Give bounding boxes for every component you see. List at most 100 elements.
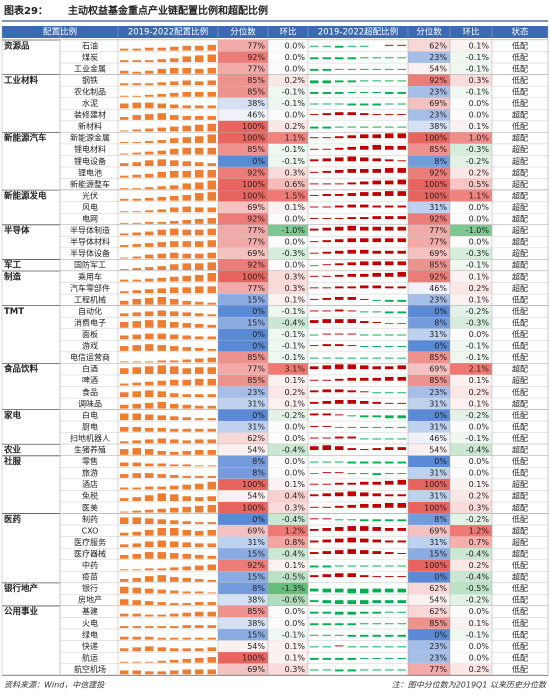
- overweight-bar: [397, 91, 406, 94]
- pct-cell: [408, 259, 450, 271]
- overweight-bar: [372, 144, 381, 150]
- chg-cell: [450, 386, 492, 399]
- overweight-bar: [310, 366, 319, 370]
- overweight-bar: [335, 400, 344, 404]
- overweight-bar: [322, 389, 331, 393]
- percentile: 85%: [247, 376, 265, 385]
- change: 0.1%: [469, 41, 490, 50]
- percentile: 8%: [252, 457, 265, 466]
- alloc-bar: [170, 58, 179, 63]
- alloc-bar: [132, 279, 141, 282]
- overweight-bar: [385, 600, 394, 604]
- overweight-bar: [372, 473, 381, 476]
- percentile: 0%: [434, 342, 447, 351]
- alloc-bar: [157, 401, 166, 409]
- overweight-bar: [372, 299, 381, 301]
- alloc-bar: [182, 359, 191, 363]
- alloc-bar: [195, 323, 204, 328]
- overweight-bar: [372, 322, 381, 323]
- industry: 水泥: [82, 98, 98, 108]
- chg-cell: [450, 201, 492, 214]
- alloc-bar: [120, 474, 129, 478]
- percentile: 0%: [434, 411, 447, 420]
- chg-cell: [450, 40, 492, 52]
- percentile: 92%: [247, 261, 265, 270]
- alloc-bar: [132, 268, 141, 270]
- overweight-bar: [347, 364, 356, 370]
- percentile: 77%: [429, 226, 447, 235]
- change: -0.6%: [282, 596, 306, 605]
- alloc-bar: [145, 173, 154, 178]
- overweight-bar: [360, 538, 369, 543]
- alloc-bar: [207, 602, 216, 605]
- industry: 面板: [82, 329, 98, 339]
- alloc-bar: [195, 543, 204, 548]
- chg-cell: [268, 594, 308, 606]
- industry: 中药: [82, 560, 98, 570]
- industry: 快递: [82, 641, 98, 651]
- alloc-bar: [157, 508, 166, 513]
- alloc-bar: [157, 345, 166, 351]
- alloc-bar: [157, 647, 166, 652]
- pct-cell: [218, 409, 268, 422]
- percentile: 46%: [429, 434, 447, 443]
- pct-cell: [408, 74, 450, 87]
- alloc-bar: [120, 163, 129, 167]
- alloc-bar: [132, 244, 141, 247]
- alloc-bar: [120, 188, 129, 190]
- change: 0.0%: [285, 238, 306, 247]
- change: 0.1%: [469, 295, 490, 304]
- chg-cell: [268, 363, 308, 375]
- overweight-bar: [397, 657, 406, 659]
- overweight-bar: [385, 126, 394, 128]
- alloc-bar: [195, 625, 204, 629]
- alloc-bar: [182, 450, 191, 455]
- overweight-bar: [385, 480, 394, 485]
- chg-cell: [268, 374, 308, 387]
- change: 0.0%: [285, 619, 306, 628]
- overweight-bar: [310, 45, 319, 47]
- alloc-bar: [157, 602, 166, 605]
- change: 0.1%: [285, 376, 306, 385]
- alloc-bar: [132, 517, 141, 525]
- change: 3.1%: [285, 365, 306, 374]
- change: 0.1%: [285, 561, 306, 570]
- percentile: 69%: [247, 526, 265, 535]
- alloc-bar: [182, 578, 191, 582]
- alloc-bar: [120, 599, 129, 605]
- overweight-bar: [310, 148, 319, 150]
- overweight-bar: [310, 298, 319, 300]
- alloc-bar: [145, 221, 154, 224]
- alloc-bar: [120, 613, 129, 617]
- overweight-bar: [310, 171, 319, 173]
- overweight-bar: [310, 287, 319, 289]
- pct-cell: [218, 652, 268, 664]
- overweight-bar: [397, 357, 406, 359]
- overweight-bar: [347, 238, 356, 243]
- column-header: 环比: [279, 27, 296, 38]
- change: -0.3%: [466, 249, 490, 258]
- alloc-bar: [120, 544, 129, 548]
- pct-cell: [408, 490, 450, 502]
- alloc-bar: [170, 311, 179, 317]
- sector-label: 新能源汽车: [4, 133, 47, 144]
- alloc-bar: [170, 403, 179, 409]
- chg-cell: [268, 120, 308, 133]
- status: 低配: [512, 514, 528, 524]
- change: 1.2%: [469, 526, 490, 535]
- alloc-bar: [182, 658, 191, 663]
- overweight-bar: [347, 310, 356, 312]
- chg-cell: [268, 617, 308, 630]
- chg-cell: [268, 317, 308, 329]
- pct-cell: [408, 525, 450, 537]
- alloc-bar: [195, 136, 204, 143]
- chg-cell: [450, 97, 492, 110]
- alloc-bar: [182, 417, 191, 421]
- change: 0.0%: [469, 642, 490, 651]
- pct-cell: [218, 40, 268, 52]
- alloc-bar: [195, 475, 204, 478]
- alloc-bar: [207, 134, 216, 143]
- change: 0.1%: [285, 642, 306, 651]
- alloc-bar: [182, 91, 191, 97]
- chg-cell: [450, 178, 492, 191]
